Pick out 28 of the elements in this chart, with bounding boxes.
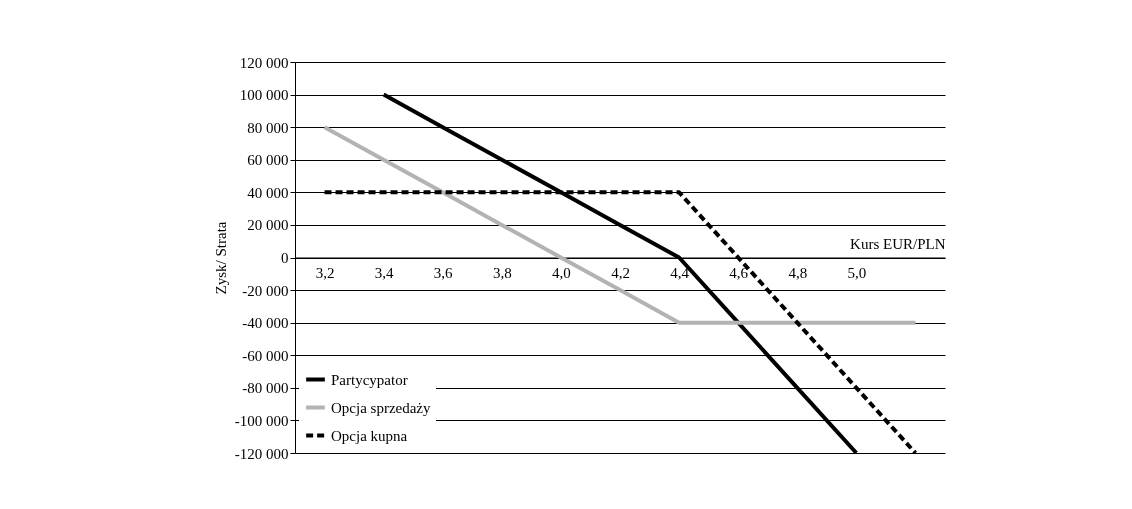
y-tick-label: -40 000 [242,315,289,332]
y-tick-label: 0 [281,250,289,266]
y-tick-label: -60 000 [242,347,289,364]
x-tick-label: 4,8 [788,265,808,281]
x-tick-label: 4,2 [611,265,630,281]
y-tick-label: 80 000 [247,119,289,136]
legend-label: Opcja kupna [331,427,408,444]
y-tick-label: -20 000 [242,282,289,299]
y-tick-label: -80 000 [242,380,289,397]
y-tick-label: 100 000 [239,87,289,104]
x-tick-label: 4,0 [552,265,571,281]
y-tick-label: -100 000 [234,412,289,429]
x-tick-label: 3,4 [374,265,395,281]
y-tick-label: 20 000 [247,217,289,234]
x-tick-label: 3,8 [492,265,512,281]
legend-label: Partycypator [331,371,408,388]
x-tick-label: 4,4 [670,265,690,281]
x-axis-title: Kurs EUR/PLN [850,236,946,252]
x-tick-label: 3,6 [433,265,454,281]
x-tick-label: 4,6 [729,265,749,281]
y-tick-label: 120 000 [239,54,289,71]
y-tick-label: 60 000 [247,152,289,169]
x-tick-label: 3,2 [315,265,335,281]
legend-label: Opcja sprzedaży [331,399,432,416]
x-tick-label: 5,0 [847,265,867,281]
y-axis-title: Zysk/ Strata [212,221,229,295]
y-tick-label: -120 000 [234,445,289,462]
y-tick-label: 40 000 [247,184,289,201]
